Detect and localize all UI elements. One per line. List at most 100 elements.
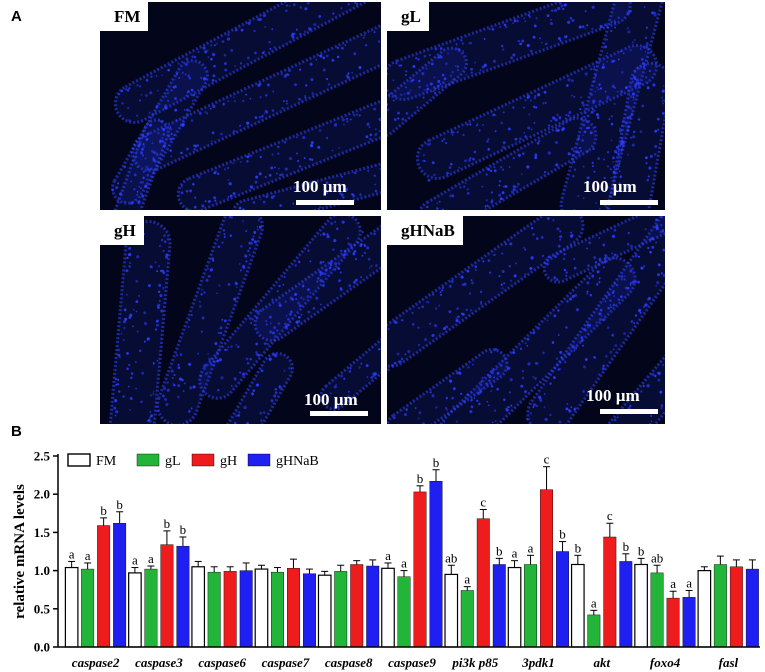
villus-shape <box>108 219 172 424</box>
significance-letter: b <box>638 543 645 558</box>
villus-shape <box>156 216 264 424</box>
micrograph-gh-label: gH <box>100 216 144 245</box>
bar <box>113 523 127 648</box>
significance-letter: b <box>623 539 630 554</box>
bar <box>460 590 474 648</box>
x-tick-label: fasl <box>719 655 739 670</box>
villus-shape <box>111 59 209 205</box>
y-tick-label: 2.5 <box>34 449 51 464</box>
bar <box>128 572 142 648</box>
bar <box>207 571 221 648</box>
significance-letter: b <box>417 471 424 486</box>
x-tick-label: caspase3 <box>135 655 183 670</box>
x-tick-label: akt <box>594 655 611 670</box>
bar <box>160 544 174 648</box>
bar <box>397 576 411 648</box>
bar <box>271 571 284 648</box>
villus-shape <box>415 44 659 182</box>
villus-shape <box>253 216 381 343</box>
micrograph-fm-label: FM <box>100 2 149 31</box>
villus-shape <box>231 154 381 210</box>
micrograph-gl: gL 100 µm <box>387 2 665 210</box>
bar <box>507 566 522 648</box>
bar <box>317 574 332 648</box>
y-axis-label: relative mRNA levels <box>12 484 28 619</box>
significance-letter: c <box>480 494 486 509</box>
significance-letter: a <box>670 576 676 591</box>
bar <box>97 525 111 648</box>
legend-swatch <box>136 453 160 467</box>
y-tick-label: 0.0 <box>34 640 50 655</box>
villus-shape <box>526 216 665 424</box>
bar <box>713 564 727 648</box>
bar <box>366 565 380 648</box>
significance-letter: b <box>180 522 187 537</box>
bar <box>444 573 459 648</box>
micrograph-fm: FM 100 µm <box>100 2 381 210</box>
villus-shape <box>387 2 632 102</box>
villus-shape <box>387 46 468 138</box>
x-tick-label: 3pdk1 <box>521 655 555 670</box>
bar <box>619 561 633 648</box>
bar <box>556 551 569 648</box>
bar <box>603 536 617 648</box>
y-tick-label: 1.0 <box>34 563 50 578</box>
villus-shape <box>387 347 511 424</box>
bar <box>334 571 348 648</box>
micrograph-ghnab-tissue <box>387 216 665 424</box>
significance-letter: a <box>512 546 518 561</box>
significance-letter: a <box>69 546 75 561</box>
micrograph-fm-scale-text: 100 µm <box>293 177 347 196</box>
significance-letter: b <box>433 455 440 470</box>
x-tick-label: caspase8 <box>325 655 373 670</box>
micrograph-fm-tissue <box>110 2 381 210</box>
y-tick-label: 2.0 <box>34 487 50 502</box>
significance-letter: b <box>496 543 503 558</box>
micrograph-gl-scale-bar <box>600 200 658 205</box>
bar <box>64 566 79 648</box>
micrograph-ghnab: gHNaB 100 µm <box>387 216 665 424</box>
bar <box>413 491 427 648</box>
significance-letter: b <box>575 540 582 555</box>
micrograph-gl-label: gL <box>387 2 429 31</box>
micrograph-gh: gH 100 µm <box>100 216 381 424</box>
significance-letter: ab <box>445 550 457 565</box>
bar <box>650 572 664 648</box>
bar <box>350 564 364 648</box>
x-tick-label: foxo4 <box>650 655 681 670</box>
significance-letter: a <box>528 540 534 555</box>
bar <box>287 568 300 648</box>
significance-letter: b <box>559 527 566 542</box>
y-tick-label: 0.5 <box>34 601 51 616</box>
significance-letter: a <box>686 575 692 590</box>
villus-shape <box>113 2 381 125</box>
villus-shape <box>542 216 665 284</box>
micrograph-gh-tissue <box>108 216 381 424</box>
villus-shape <box>416 116 598 210</box>
villus-shape <box>319 321 381 411</box>
bar <box>540 489 553 648</box>
bar <box>682 597 696 648</box>
legend-label: FM <box>96 454 117 469</box>
significance-letter: a <box>401 556 407 571</box>
significance-letter: b <box>164 516 171 531</box>
micrograph-ghnab-scale-bar <box>600 409 658 414</box>
bar <box>254 568 269 648</box>
micrograph-ghnab-label: gHNaB <box>387 216 463 245</box>
micrograph-gl-scale-text: 100 µm <box>583 177 637 196</box>
significance-letter: a <box>85 548 91 563</box>
legend-label: gH <box>220 454 237 469</box>
bar <box>191 566 206 648</box>
bar <box>666 597 680 648</box>
micrograph-gh-scale-bar <box>310 411 368 416</box>
significance-letter: ab <box>651 550 663 565</box>
x-tick-label: caspase2 <box>72 655 120 670</box>
panel-a-letter: A <box>11 8 22 25</box>
villus-shape <box>206 351 294 424</box>
legend-label: gHNaB <box>276 454 319 469</box>
micrograph-fm-scale-bar <box>296 200 354 205</box>
significance-letter: a <box>148 551 154 566</box>
bar <box>429 481 443 648</box>
villus-shape <box>110 118 170 210</box>
